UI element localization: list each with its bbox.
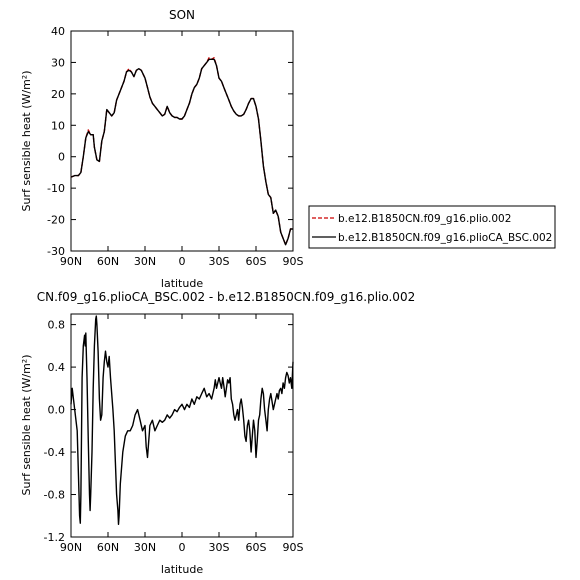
- y-axis-label: Surf sensible heat (W/m²): [20, 355, 33, 496]
- y-tick-label: 40: [51, 25, 65, 38]
- y-tick-label: 20: [51, 88, 65, 101]
- y-tick-label: 30: [51, 56, 65, 69]
- x-tick-label: 60S: [246, 255, 267, 268]
- y-tick-label: -1.2: [44, 531, 65, 544]
- series-lines: [70, 57, 293, 246]
- chart-bottom: CN.f09_g16.plioCA_BSC.002 - b.e12.B1850C…: [20, 290, 415, 576]
- x-tick-label: 30N: [134, 255, 156, 268]
- chart-title: SON: [169, 8, 195, 22]
- y-tick-label: 0.4: [48, 361, 66, 374]
- axis-ticks: 90N 60N 30N 0 30S 60S 90S 40 30 20 10 0 -10 -20 -30: [47, 25, 303, 268]
- plot-frame: [70, 30, 294, 252]
- chart-top: SON 90N 60N 30N 0 30S 60S 90S 40 30 20 10 0 -10 -20 -3…: [20, 8, 556, 290]
- x-tick-label: 0: [179, 255, 186, 268]
- x-tick-label: 90N: [60, 541, 82, 554]
- x-tick-label: 90S: [283, 255, 304, 268]
- y-axis-label: Surf sensible heat (W/m²): [20, 71, 33, 212]
- x-axis-label: latitude: [161, 277, 203, 290]
- x-tick-label: 60N: [97, 541, 119, 554]
- x-tick-label: 30N: [134, 541, 156, 554]
- x-tick-label: 60S: [246, 541, 267, 554]
- y-tick-label: -0.4: [44, 446, 65, 459]
- y-tick-label: -10: [47, 182, 65, 195]
- axis-ticks: 90N 60N 30N 0 30S 60S 90S 0.8 0.4 0.0 -0.4 -0.8 -1.2: [44, 314, 304, 554]
- x-tick-label: 90N: [60, 255, 82, 268]
- legend: b.e12.B1850CN.f09_g16.plio.002 b.e12.B18…: [308, 205, 556, 249]
- x-tick-label: 30S: [209, 541, 230, 554]
- x-tick-label: 0: [179, 541, 186, 554]
- series-line-1: [70, 315, 294, 525]
- plot-frame: [70, 313, 294, 538]
- y-tick-label: -20: [47, 214, 65, 227]
- series-line-2: [70, 58, 293, 246]
- legend-label-plio: b.e12.B1850CN.f09_g16.plio.002: [338, 213, 511, 225]
- series-line-1: [70, 57, 293, 246]
- y-tick-label: 10: [51, 119, 65, 132]
- x-tick-label: 30S: [209, 255, 230, 268]
- x-tick-label: 60N: [97, 255, 119, 268]
- y-tick-label: 0.8: [48, 319, 66, 332]
- x-axis-label: latitude: [161, 563, 203, 576]
- legend-box: [308, 205, 556, 249]
- series-lines: [70, 315, 294, 525]
- y-tick-label: -30: [47, 245, 65, 258]
- y-tick-label: 0: [58, 151, 65, 164]
- legend-label-plioca: b.e12.B1850CN.f09_g16.plioCA_BSC.002: [338, 232, 552, 244]
- y-tick-label: -0.8: [44, 489, 65, 502]
- y-tick-label: 0.0: [48, 404, 66, 417]
- chart-title: CN.f09_g16.plioCA_BSC.002 - b.e12.B1850C…: [37, 290, 415, 304]
- x-tick-label: 90S: [283, 541, 304, 554]
